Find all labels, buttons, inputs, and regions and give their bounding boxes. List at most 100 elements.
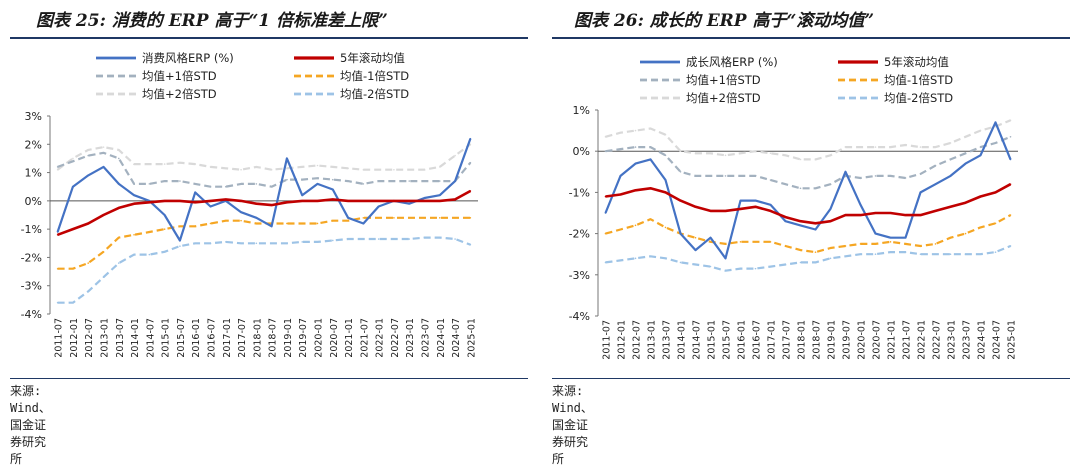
- data-point-minus2: [979, 253, 982, 255]
- data-point-plus1: [919, 173, 922, 175]
- data-point-erp: [179, 239, 181, 242]
- x-tick-label: 2023-07: [962, 320, 973, 360]
- data-point-mean: [224, 198, 227, 201]
- data-point-plus2: [179, 161, 181, 164]
- data-point-plus2: [469, 143, 472, 146]
- data-point-minus1: [859, 243, 862, 245]
- data-point-minus2: [133, 253, 135, 256]
- data-point-plus2: [634, 129, 637, 132]
- data-point-mean: [240, 200, 242, 202]
- data-point-plus1: [301, 178, 304, 181]
- data-point-plus2: [117, 149, 120, 151]
- data-point-plus1: [814, 187, 817, 190]
- x-tick-label: 2020-07: [329, 318, 340, 358]
- data-point-mean: [649, 187, 652, 190]
- data-point-minus2: [604, 261, 607, 264]
- legend-label-minus1: 均值-1倍STD: [340, 69, 409, 83]
- data-point-plus1: [179, 180, 181, 182]
- data-point-mean: [117, 207, 120, 209]
- x-tick-label: 2021-01: [344, 318, 355, 358]
- data-point-minus1: [377, 217, 380, 219]
- data-point-plus2: [904, 144, 907, 146]
- data-point-mean: [634, 189, 637, 192]
- data-point-plus2: [694, 152, 697, 155]
- series-line-mean: [57, 189, 472, 237]
- data-point-minus2: [102, 276, 105, 279]
- data-point-minus2: [331, 239, 334, 242]
- data-point-mean: [301, 200, 304, 202]
- data-point-plus1: [769, 179, 772, 181]
- data-point-erp: [117, 183, 120, 185]
- data-point-erp: [133, 194, 135, 196]
- data-point-minus1: [769, 241, 772, 243]
- data-point-plus1: [634, 146, 637, 148]
- series-line-minus2: [605, 244, 1011, 272]
- x-tick-label: 2017-07: [237, 318, 248, 358]
- data-point-plus2: [316, 164, 319, 167]
- data-point-minus2: [117, 262, 120, 264]
- data-point-plus2: [724, 154, 727, 157]
- data-point-minus1: [1009, 214, 1012, 216]
- data-point-minus1: [72, 267, 74, 270]
- data-point-minus1: [224, 219, 227, 222]
- data-point-plus1: [469, 161, 472, 164]
- data-point-minus2: [724, 269, 727, 272]
- data-point-plus2: [301, 166, 304, 168]
- data-point-minus1: [889, 241, 892, 243]
- data-point-minus2: [393, 238, 395, 240]
- data-point-plus1: [874, 175, 877, 177]
- data-point-plus2: [454, 154, 456, 157]
- data-point-minus1: [194, 225, 197, 228]
- data-point-mean: [709, 210, 712, 212]
- data-point-mean: [163, 200, 166, 202]
- data-point-minus1: [949, 236, 952, 239]
- data-point-minus2: [347, 238, 349, 240]
- data-point-minus2: [904, 251, 907, 253]
- data-point-minus2: [224, 241, 227, 243]
- x-tick-label: 2012-07: [84, 318, 95, 358]
- data-point-minus2: [679, 261, 682, 264]
- data-point-plus2: [859, 146, 862, 148]
- series-line-plus1: [605, 135, 1011, 190]
- data-point-mean: [393, 200, 395, 202]
- data-point-erp: [844, 171, 847, 173]
- data-point-mean: [286, 201, 288, 204]
- data-point-minus1: [316, 222, 319, 225]
- data-point-erp: [979, 154, 982, 157]
- data-point-minus1: [133, 234, 135, 236]
- data-point-erp: [874, 232, 877, 235]
- data-point-mean: [423, 200, 426, 202]
- data-point-minus2: [709, 265, 712, 268]
- data-point-mean: [994, 191, 997, 194]
- data-point-mean: [679, 199, 682, 202]
- data-point-minus1: [784, 245, 787, 247]
- x-tick-label: 2019-07: [842, 320, 853, 360]
- data-point-minus2: [814, 261, 817, 264]
- x-tick-label: 2019-01: [283, 318, 294, 358]
- data-point-mean: [408, 200, 411, 202]
- data-point-minus2: [163, 250, 166, 253]
- data-point-mean: [859, 214, 862, 216]
- x-tick-label: 2021-01: [887, 320, 898, 360]
- source-note: 来源: Wind、国金证券研究所: [10, 384, 51, 466]
- data-point-plus2: [769, 152, 772, 155]
- data-point-minus1: [874, 243, 877, 245]
- x-tick-label: 2013-01: [100, 318, 111, 358]
- data-point-erp: [209, 205, 212, 208]
- data-point-mean: [664, 191, 667, 194]
- data-point-erp: [859, 203, 862, 206]
- legend-label-plus1: 均值+1倍STD: [686, 73, 761, 87]
- data-point-erp: [377, 205, 380, 208]
- data-point-minus2: [1009, 245, 1012, 247]
- data-point-erp: [964, 162, 967, 165]
- data-point-minus1: [423, 217, 426, 219]
- x-tick-label: 2017-01: [222, 318, 233, 358]
- data-point-mean: [148, 201, 151, 204]
- data-point-minus1: [694, 236, 697, 239]
- data-point-minus1: [754, 241, 757, 243]
- data-point-erp: [889, 236, 892, 239]
- data-point-plus2: [331, 166, 334, 168]
- data-point-erp: [919, 191, 922, 194]
- data-point-mean: [209, 200, 212, 202]
- data-point-plus1: [194, 183, 197, 185]
